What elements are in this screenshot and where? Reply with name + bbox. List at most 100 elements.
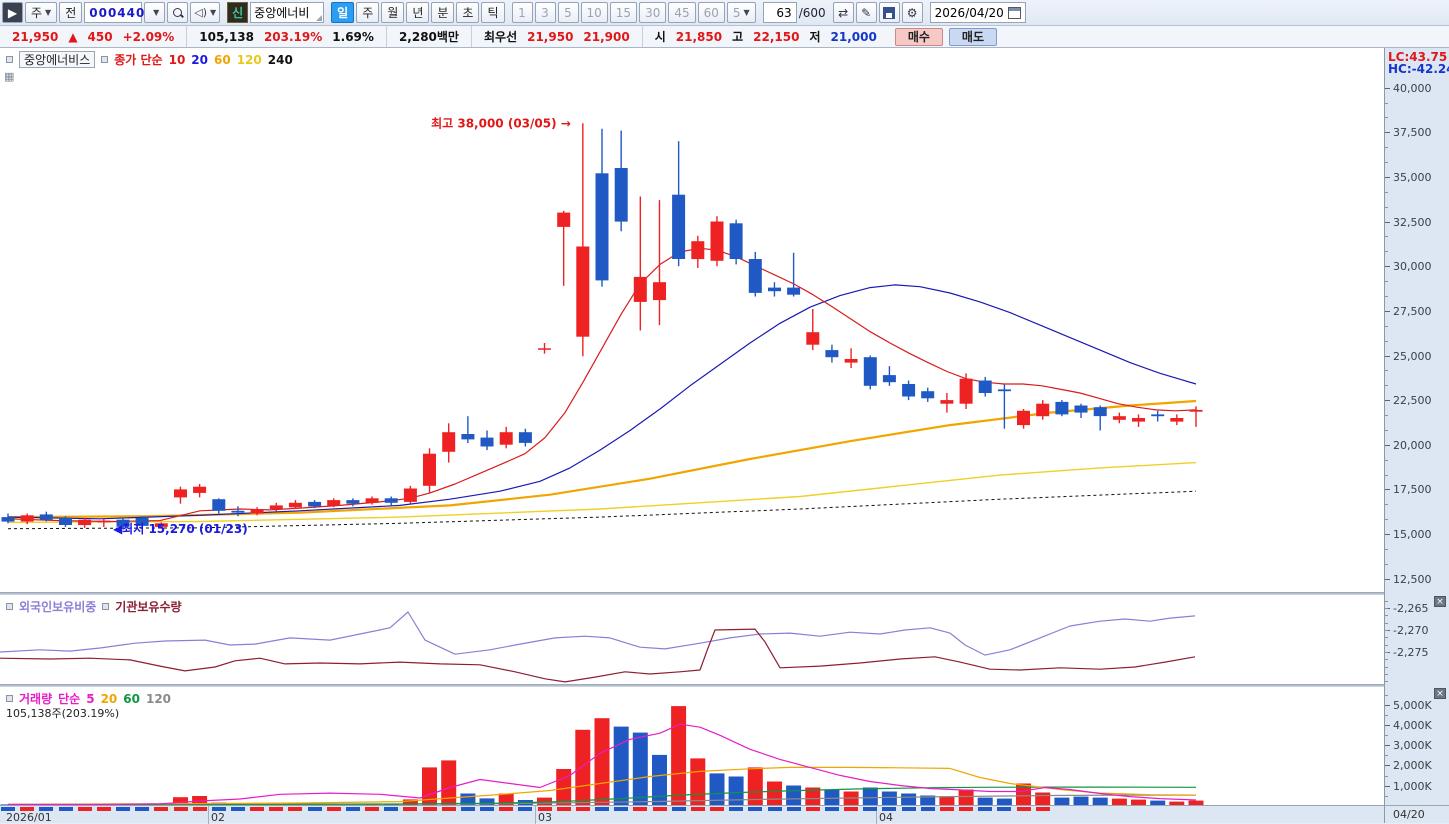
date-picker[interactable]: 2026/04/20 xyxy=(930,2,1026,23)
ownership-line-chart[interactable] xyxy=(0,595,1383,684)
ownership-chart-panel[interactable]: 외국인보유비중 기관보유수량 xyxy=(0,595,1383,684)
candle xyxy=(385,497,398,506)
y-axis-label: -2,275 xyxy=(1393,646,1428,659)
jeon-button[interactable]: 전 xyxy=(59,2,82,23)
close-panel-button[interactable]: × xyxy=(1434,596,1446,607)
speaker-icon: ◁) xyxy=(194,6,207,19)
interval-1-button[interactable]: 1 xyxy=(512,2,533,23)
axis-tick xyxy=(1385,615,1388,616)
buy-button[interactable]: 매수 xyxy=(895,28,943,46)
candle-direction-strip xyxy=(231,807,245,811)
candle-direction-strip xyxy=(653,807,667,811)
candle-direction-strip xyxy=(499,807,513,811)
timeframe-minute-button[interactable]: 분 xyxy=(431,2,454,23)
candle-body xyxy=(40,514,53,519)
panel-toggle-icon[interactable] xyxy=(6,56,13,63)
candle-body xyxy=(251,509,264,514)
interval-30-button[interactable]: 30 xyxy=(639,2,666,23)
indicator-toggle-icon[interactable] xyxy=(102,603,109,610)
axis-tick xyxy=(1385,623,1388,624)
candle-body xyxy=(940,400,953,404)
ma20-label[interactable]: 20 xyxy=(191,53,208,67)
candle-body xyxy=(1017,411,1030,425)
close-panel-button[interactable]: × xyxy=(1434,688,1446,699)
x-axis-month-label: 2026/01 xyxy=(6,811,52,824)
sound-combo[interactable]: ◁)▼ xyxy=(190,2,220,23)
axis-tick xyxy=(1385,776,1388,777)
candle xyxy=(1055,400,1068,416)
stock-name-box[interactable]: 중앙에너비 xyxy=(250,2,324,23)
candle-body xyxy=(2,517,15,522)
vol-ma5-label[interactable]: 5 xyxy=(86,692,94,706)
candle-body xyxy=(691,241,704,259)
institution-holding-label[interactable]: 기관보유수량 xyxy=(115,598,181,615)
axis-tick xyxy=(1385,192,1388,193)
volume-bar xyxy=(1035,793,1050,806)
vol-ma20-label[interactable]: 20 xyxy=(101,692,118,706)
panel-toggle-icon[interactable] xyxy=(6,695,13,702)
timeframe-day-button[interactable]: 일 xyxy=(331,2,354,23)
candle-direction-strip xyxy=(327,807,341,811)
indicator-toggle-icon[interactable] xyxy=(101,56,108,63)
window-icon[interactable]: ▶ xyxy=(2,2,23,23)
candle-body xyxy=(346,500,359,504)
stock-code-input[interactable]: 000440 xyxy=(84,2,142,23)
timeframe-week-button[interactable]: 주 xyxy=(356,2,379,23)
timeframe-year-button[interactable]: 년 xyxy=(406,2,429,23)
axis-tick xyxy=(1385,445,1390,446)
interval-5-button[interactable]: 5 xyxy=(558,2,579,23)
ma10-label[interactable]: 10 xyxy=(169,53,186,67)
candle-direction-strip xyxy=(39,807,53,811)
candlestick-chart[interactable]: 최고 38,000 (03/05) →◀최저 15,270 (01/23) xyxy=(0,48,1383,592)
search-button[interactable] xyxy=(167,2,188,23)
axis-tick xyxy=(1385,385,1388,386)
draw-tool-button[interactable]: ✎ xyxy=(856,2,877,23)
candle-body xyxy=(289,503,302,508)
axis-tick xyxy=(1385,667,1388,668)
vol-ma120-label[interactable]: 120 xyxy=(146,692,171,706)
candle-body xyxy=(1075,406,1088,413)
compare-chart-button[interactable]: ⇄ xyxy=(833,2,854,23)
ma120-label[interactable]: 120 xyxy=(237,53,262,67)
vol-ma60-label[interactable]: 60 xyxy=(123,692,140,706)
interval-15-button[interactable]: 15 xyxy=(610,2,637,23)
price-chart-panel[interactable]: 중앙에너비스 종가 단순 10 20 60 120 240 ▦ 최고 38,00… xyxy=(0,48,1383,592)
price-change-pct: +2.09% xyxy=(123,30,175,44)
ma60-label[interactable]: 60 xyxy=(214,53,231,67)
stock-name-chip[interactable]: 중앙에너비스 xyxy=(19,51,95,68)
volume-bar xyxy=(1054,798,1069,805)
interval-60-button[interactable]: 60 xyxy=(698,2,725,23)
save-chart-button[interactable] xyxy=(879,2,900,23)
code-dropdown-button[interactable]: ▼ xyxy=(144,2,165,23)
timeframe-tick-button[interactable]: 틱 xyxy=(481,2,504,23)
grid-tool-icon[interactable]: ▦ xyxy=(4,70,14,83)
volume-chart-panel[interactable]: 거래량 단순 5 20 60 120 105,138주(203.19%) xyxy=(0,687,1383,805)
sell-button[interactable]: 매도 xyxy=(949,28,997,46)
candle-body xyxy=(1170,418,1183,422)
interval-3-button[interactable]: 3 xyxy=(535,2,556,23)
candle xyxy=(730,220,743,265)
high-price: 22,150 xyxy=(753,30,799,44)
settings-button[interactable]: ⚙ xyxy=(902,2,923,23)
interval-45-button[interactable]: 45 xyxy=(668,2,695,23)
candle-direction-strip xyxy=(518,807,532,811)
candle xyxy=(940,393,953,413)
panel-toggle-icon[interactable] xyxy=(6,603,13,610)
axis-tick xyxy=(1385,735,1388,736)
interval-10-button[interactable]: 10 xyxy=(581,2,608,23)
candle-body xyxy=(864,357,877,386)
price-ma20-line xyxy=(8,285,1196,519)
chart-type-combo[interactable]: 주▼ xyxy=(25,2,57,23)
ma240-label[interactable]: 240 xyxy=(268,53,293,67)
bar-count-input[interactable]: 63 xyxy=(763,2,797,23)
timeframe-second-button[interactable]: 초 xyxy=(456,2,479,23)
candle xyxy=(557,211,570,286)
volume-bar-chart[interactable] xyxy=(0,687,1383,805)
foreign-ownership-label[interactable]: 외국인보유비중 xyxy=(19,598,96,615)
timeframe-month-button[interactable]: 월 xyxy=(381,2,404,23)
interval-select-combo[interactable]: 5▼ xyxy=(727,2,756,23)
candle-direction-strip xyxy=(193,807,207,811)
candle-direction-strip xyxy=(1017,807,1031,811)
